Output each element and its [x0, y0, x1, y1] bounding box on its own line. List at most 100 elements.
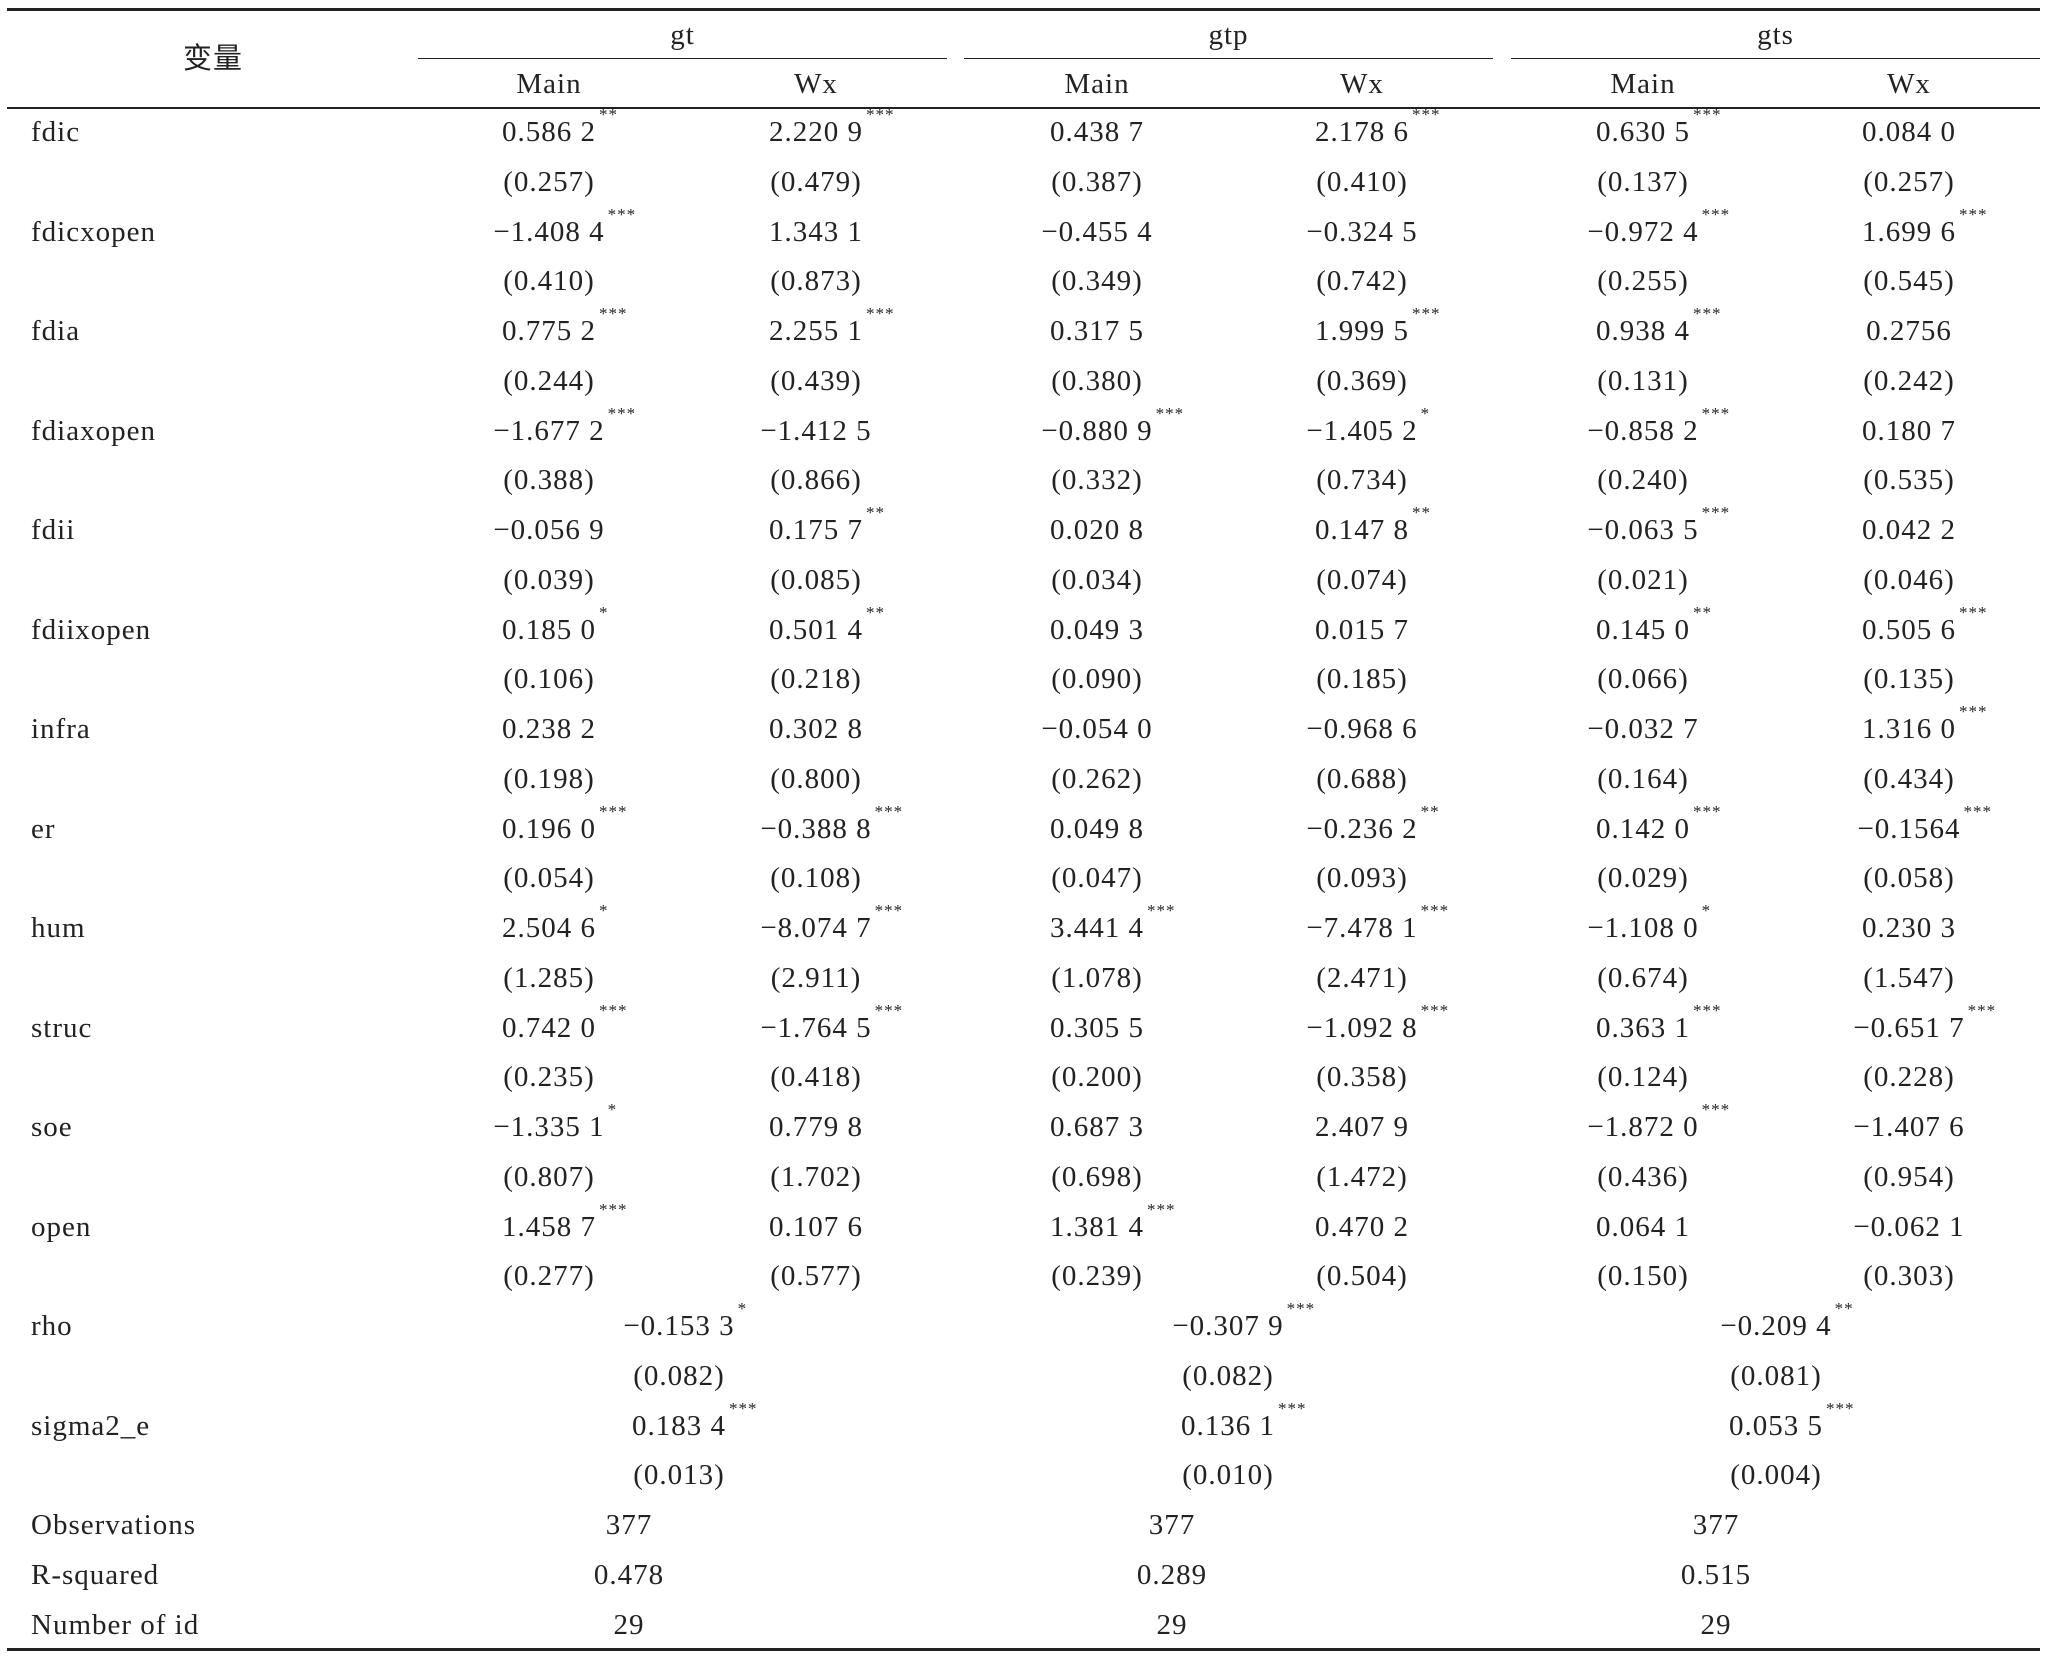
coefficient: 3.441 4	[1050, 912, 1144, 944]
sub-header: Main	[516, 68, 582, 100]
coef-cell: 0.2756	[1866, 313, 1952, 349]
coef-cell: 0.084 0	[1862, 114, 1956, 150]
coefficient: −0.858 2	[1587, 414, 1699, 447]
significance-stars: ***	[1701, 1100, 1731, 1119]
coef-cell: 1.699 6 ***	[1862, 205, 1987, 250]
coef-cell: 0.501 4 **	[769, 603, 884, 648]
coefficient: 2.255 1	[769, 315, 863, 347]
standard-error: (0.257)	[1863, 165, 1955, 198]
coefficient: −0.153 3	[623, 1310, 735, 1342]
significance-stars: ***	[1959, 204, 1988, 224]
coefficient: 0.142 0	[1596, 812, 1690, 845]
significance-stars: ***	[1826, 1398, 1855, 1418]
standard-error: (0.332)	[1051, 464, 1143, 497]
coefficient: −0.388 8	[760, 812, 872, 845]
standard-error: (0.388)	[503, 464, 595, 497]
coef-cell: −0.153 3 *	[623, 1299, 746, 1344]
coefficient: 0.586 2	[502, 116, 596, 148]
coef-cell: 0.142 0 ***	[1596, 802, 1721, 847]
coefficient: −0.324 5	[1306, 215, 1418, 248]
significance-stars: ***	[599, 1199, 628, 1219]
coef-cell: 0.185 0 *	[502, 603, 608, 648]
significance-stars: ***	[1963, 801, 1993, 821]
significance-stars: ***	[1959, 702, 1988, 721]
standard-error: (0.082)	[633, 1359, 725, 1392]
coef-cell: 0.305 5	[1050, 1010, 1144, 1046]
significance-stars: ***	[1693, 304, 1722, 323]
coefficient: −0.307 9	[1172, 1310, 1284, 1342]
coef-cell: 0.183 4 ***	[632, 1399, 757, 1444]
coefficient: 0.938 4	[1596, 315, 1690, 347]
significance-stars: **	[1420, 801, 1440, 821]
standard-error: (0.074)	[1316, 563, 1408, 596]
coefficient: 0.779 8	[769, 1111, 863, 1143]
standard-error: (0.800)	[770, 762, 862, 795]
standard-error: (0.240)	[1597, 464, 1689, 497]
coefficient: 1.316 0	[1862, 713, 1956, 745]
coef-cell: −1.872 0 ***	[1587, 1100, 1729, 1145]
stat-value: 377	[1148, 1509, 1196, 1541]
standard-error: (0.866)	[770, 464, 862, 497]
coefficient: −1.408 4	[493, 215, 605, 248]
standard-error: (0.257)	[503, 165, 595, 198]
significance-stars: ***	[1147, 901, 1176, 920]
stat-value: 0.478	[593, 1558, 665, 1591]
coefficient: −0.1564	[1857, 812, 1961, 845]
standard-error: (0.004)	[1730, 1459, 1822, 1492]
row-label: hum	[31, 912, 86, 944]
coefficient: −1.405 2	[1306, 414, 1418, 447]
standard-error: (0.439)	[770, 364, 862, 397]
coef-cell: 0.586 2 **	[502, 105, 617, 150]
significance-stars: **	[866, 503, 885, 522]
coefficient: 0.230 3	[1862, 912, 1956, 944]
coef-cell: 0.775 2 ***	[502, 304, 627, 349]
coef-cell: −0.307 9 ***	[1172, 1299, 1314, 1344]
coefficient: −1.872 0	[1587, 1111, 1699, 1143]
standard-error: (1.472)	[1316, 1160, 1408, 1193]
row-label: Observations	[31, 1509, 197, 1541]
coef-cell: 0.302 8	[769, 711, 863, 747]
standard-error: (1.285)	[503, 961, 595, 994]
stat-value: 29	[1156, 1608, 1188, 1641]
standard-error: (0.239)	[1051, 1260, 1143, 1293]
significance-stars: ***	[607, 403, 637, 423]
significance-stars: ***	[874, 801, 904, 821]
coefficient: 1.699 6	[1862, 215, 1956, 248]
significance-stars: ***	[874, 1000, 904, 1020]
coef-cell: −0.063 5 ***	[1587, 503, 1729, 548]
coefficient: 0.630 5	[1596, 116, 1690, 148]
coefficient: 0.305 5	[1050, 1011, 1144, 1044]
row-label: fdicxopen	[31, 215, 156, 248]
row-label: open	[31, 1210, 92, 1243]
corner-header: 变量	[182, 43, 244, 75]
stat-value: 0.515	[1680, 1558, 1752, 1591]
coefficient: 0.064 1	[1596, 1210, 1690, 1243]
coefficient: −1.764 5	[760, 1011, 872, 1044]
coefficient: −0.968 6	[1306, 713, 1418, 745]
coefficient: 0.501 4	[769, 613, 863, 646]
coef-cell: 1.999 5 ***	[1315, 304, 1440, 349]
group-rule	[964, 58, 1493, 59]
coef-cell: −1.408 4 ***	[493, 205, 635, 250]
significance-stars: ***	[1420, 901, 1450, 920]
standard-error: (0.124)	[1597, 1061, 1689, 1094]
coef-cell: −1.405 2 *	[1306, 404, 1429, 449]
significance-stars: ***	[1967, 1000, 1997, 1020]
significance-stars: ***	[1278, 1398, 1307, 1418]
coef-cell: 0.147 8 **	[1315, 503, 1430, 548]
standard-error: (0.081)	[1730, 1359, 1822, 1392]
coefficient: 1.343 1	[769, 215, 863, 248]
coefficient: 0.2756	[1866, 315, 1952, 347]
significance-stars: ***	[607, 204, 637, 224]
standard-error: (0.029)	[1597, 862, 1689, 895]
coef-cell: 0.230 3	[1862, 910, 1956, 946]
row-label: infra	[31, 713, 91, 745]
standard-error: (0.954)	[1863, 1160, 1955, 1193]
coef-cell: −0.056 9	[493, 512, 604, 548]
coef-cell: 0.505 6 ***	[1862, 603, 1987, 648]
significance-stars: ***	[1959, 602, 1988, 622]
coef-cell: 0.363 1 ***	[1596, 1001, 1721, 1046]
coefficient: 0.742 0	[502, 1011, 596, 1044]
coefficient: −1.092 8	[1306, 1011, 1418, 1044]
